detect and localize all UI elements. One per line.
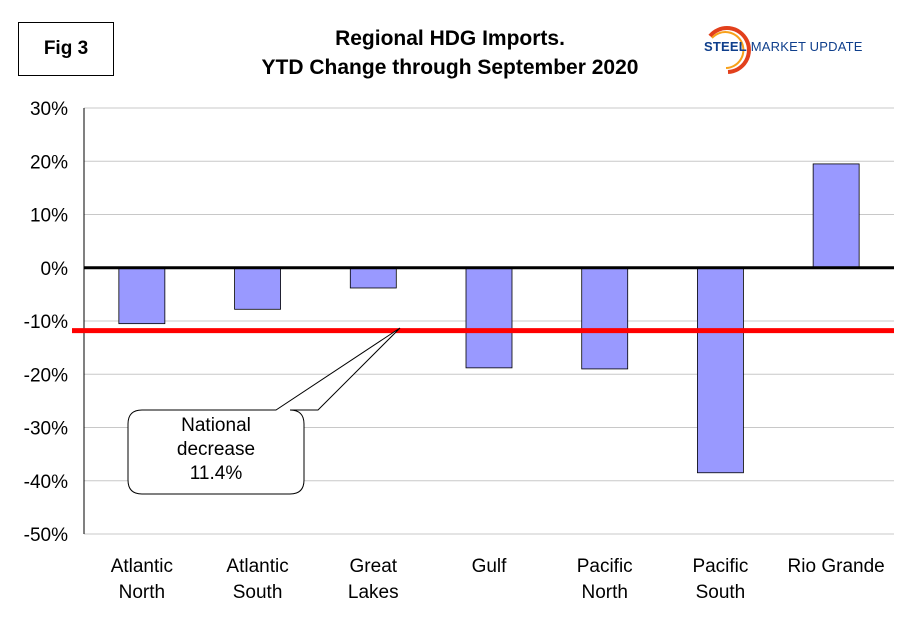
callout-line-1: National xyxy=(181,415,251,436)
chart-title-line-2: YTD Change through September 2020 xyxy=(261,56,639,79)
x-tick-label: North xyxy=(581,582,627,603)
bar xyxy=(581,267,629,370)
bar xyxy=(349,267,397,289)
y-tick-labels: 30% 20% 10% 0% -10% -20% -30% -40% -50% xyxy=(24,99,68,546)
x-tick-label: Rio Grande xyxy=(788,556,885,577)
bar xyxy=(697,267,744,474)
x-tick-label: South xyxy=(696,582,746,603)
logo-text: STEEL MARKET UPDATE xyxy=(704,39,863,54)
x-tick-label: Gulf xyxy=(472,556,508,577)
callout-shape xyxy=(127,327,401,495)
bar xyxy=(118,267,166,325)
x-tick-label: Lakes xyxy=(348,582,399,603)
y-tick-label: 20% xyxy=(30,152,68,173)
y-tick-label: -20% xyxy=(24,365,68,386)
bars xyxy=(118,163,860,474)
figure-label: Fig 3 xyxy=(18,22,114,76)
bar xyxy=(234,267,281,310)
logo-word-market-update: MARKET UPDATE xyxy=(750,39,863,54)
national-decrease-callout: National decrease 11.4% xyxy=(128,410,304,496)
logo-swoosh-icon xyxy=(708,26,751,74)
x-tick-label: Pacific xyxy=(692,556,748,577)
y-tick-label: 10% xyxy=(30,206,68,227)
callout-bubble xyxy=(127,327,401,495)
y-tick-label: -40% xyxy=(24,472,68,493)
y-tick-label: -10% xyxy=(24,312,68,333)
y-tick-label: -50% xyxy=(24,525,68,546)
x-tick-label: South xyxy=(233,582,283,603)
steel-market-update-logo: STEEL MARKET UPDATE xyxy=(690,26,890,76)
axes xyxy=(83,108,894,534)
grid-lines xyxy=(84,107,894,535)
x-tick-label: Atlantic xyxy=(226,556,288,577)
chart-title-line-1: Regional HDG Imports. xyxy=(335,27,565,50)
x-tick-label: Great xyxy=(350,556,398,577)
x-tick-label: Pacific xyxy=(577,556,633,577)
x-tick-labels: Atlantic North Atlantic South Great Lakes Gulf… xyxy=(111,556,885,603)
callout-line-3: 11.4% xyxy=(189,463,243,484)
x-tick-label: North xyxy=(119,582,165,603)
chart-title: Regional HDG Imports. YTD Change through… xyxy=(210,24,690,82)
logo-word-steel: STEEL xyxy=(704,39,747,54)
y-tick-label: 30% xyxy=(30,99,68,120)
bar xyxy=(812,163,860,269)
callout-line-2: decrease xyxy=(176,439,256,460)
y-tick-label: -30% xyxy=(24,419,68,440)
x-tick-label: Atlantic xyxy=(111,556,173,577)
y-tick-label: 0% xyxy=(41,259,69,280)
bar xyxy=(465,267,513,369)
